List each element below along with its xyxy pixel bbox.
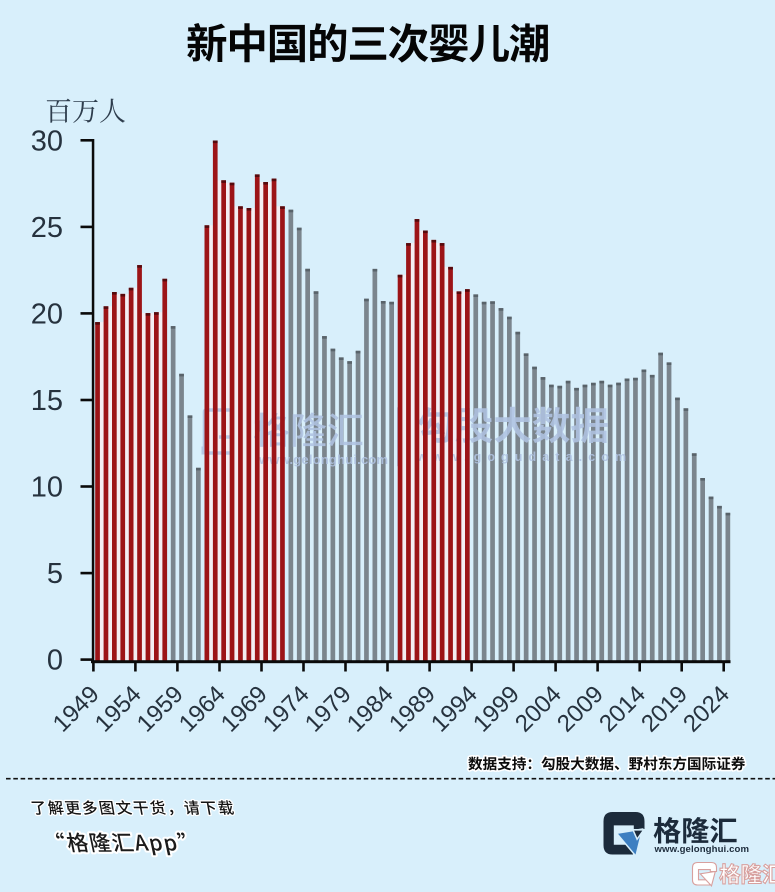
- svg-text:30: 30: [31, 125, 63, 157]
- svg-text:www.gelonghui.com: www.gelonghui.com: [654, 844, 750, 855]
- svg-text:20: 20: [31, 298, 63, 330]
- svg-text:5: 5: [47, 558, 63, 590]
- svg-text:10: 10: [31, 472, 63, 504]
- svg-text:15: 15: [31, 385, 63, 417]
- svg-text:0: 0: [47, 645, 63, 677]
- svg-text:25: 25: [31, 212, 63, 244]
- svg-text:www.gelonghui.com: www.gelonghui.com: [258, 452, 388, 467]
